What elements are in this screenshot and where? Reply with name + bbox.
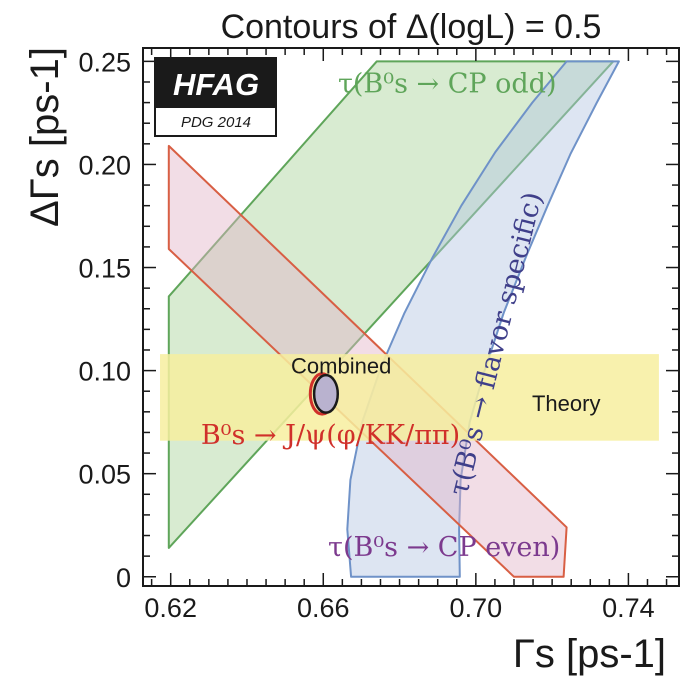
annotation-b-s-cp-even: τ(B⁰s → CP even)	[328, 532, 560, 563]
x-tick-label: 0.74	[602, 593, 655, 623]
y-tick-label: 0.20	[78, 150, 131, 180]
annotation-b-s-cp-odd: τ(B⁰s → CP odd)	[338, 68, 557, 99]
x-tick-label: 0.62	[144, 593, 197, 623]
annotation-theory: Theory	[532, 391, 600, 416]
y-axis-label: ΔΓs [ps-1]	[23, 47, 67, 227]
axis-ticks	[144, 49, 678, 585]
y-tick-label: 0.10	[78, 357, 131, 387]
chart-title: Contours of Δ(logL) = 0.5	[221, 8, 602, 46]
hfag-logo-banner	[155, 58, 276, 108]
x-tick-label: 0.70	[450, 593, 503, 623]
contour-regions	[160, 60, 659, 578]
ellipse-6	[312, 373, 340, 414]
y-tick-label: 0.25	[78, 47, 131, 77]
plot-frame	[142, 47, 680, 587]
theory-band	[160, 354, 659, 441]
x-tick-label: 0.66	[297, 593, 350, 623]
y-tick-labels: 0 0.05 0.10 0.15 0.20 0.25	[78, 47, 131, 592]
measurement-ellipses	[308, 372, 340, 416]
y-tick-label: 0	[116, 563, 131, 593]
annotation-combined: Combined	[291, 354, 391, 379]
y-tick-label: 0.15	[78, 254, 131, 284]
y-tick-label: 0.05	[78, 460, 131, 490]
hfag-logo: HFAG PDG 2014	[154, 57, 277, 137]
x-axis-label: Γs [ps-1]	[513, 632, 666, 676]
hfag-logo-main: HFAG	[173, 67, 259, 102]
x-tick-labels: 0.62 0.66 0.70 0.74	[144, 593, 654, 623]
annotation-b-s-j-kk: B⁰s → J/ψ(φ/KK/ππ)	[201, 420, 460, 451]
hfag-logo-sub: PDG 2014	[181, 114, 251, 131]
